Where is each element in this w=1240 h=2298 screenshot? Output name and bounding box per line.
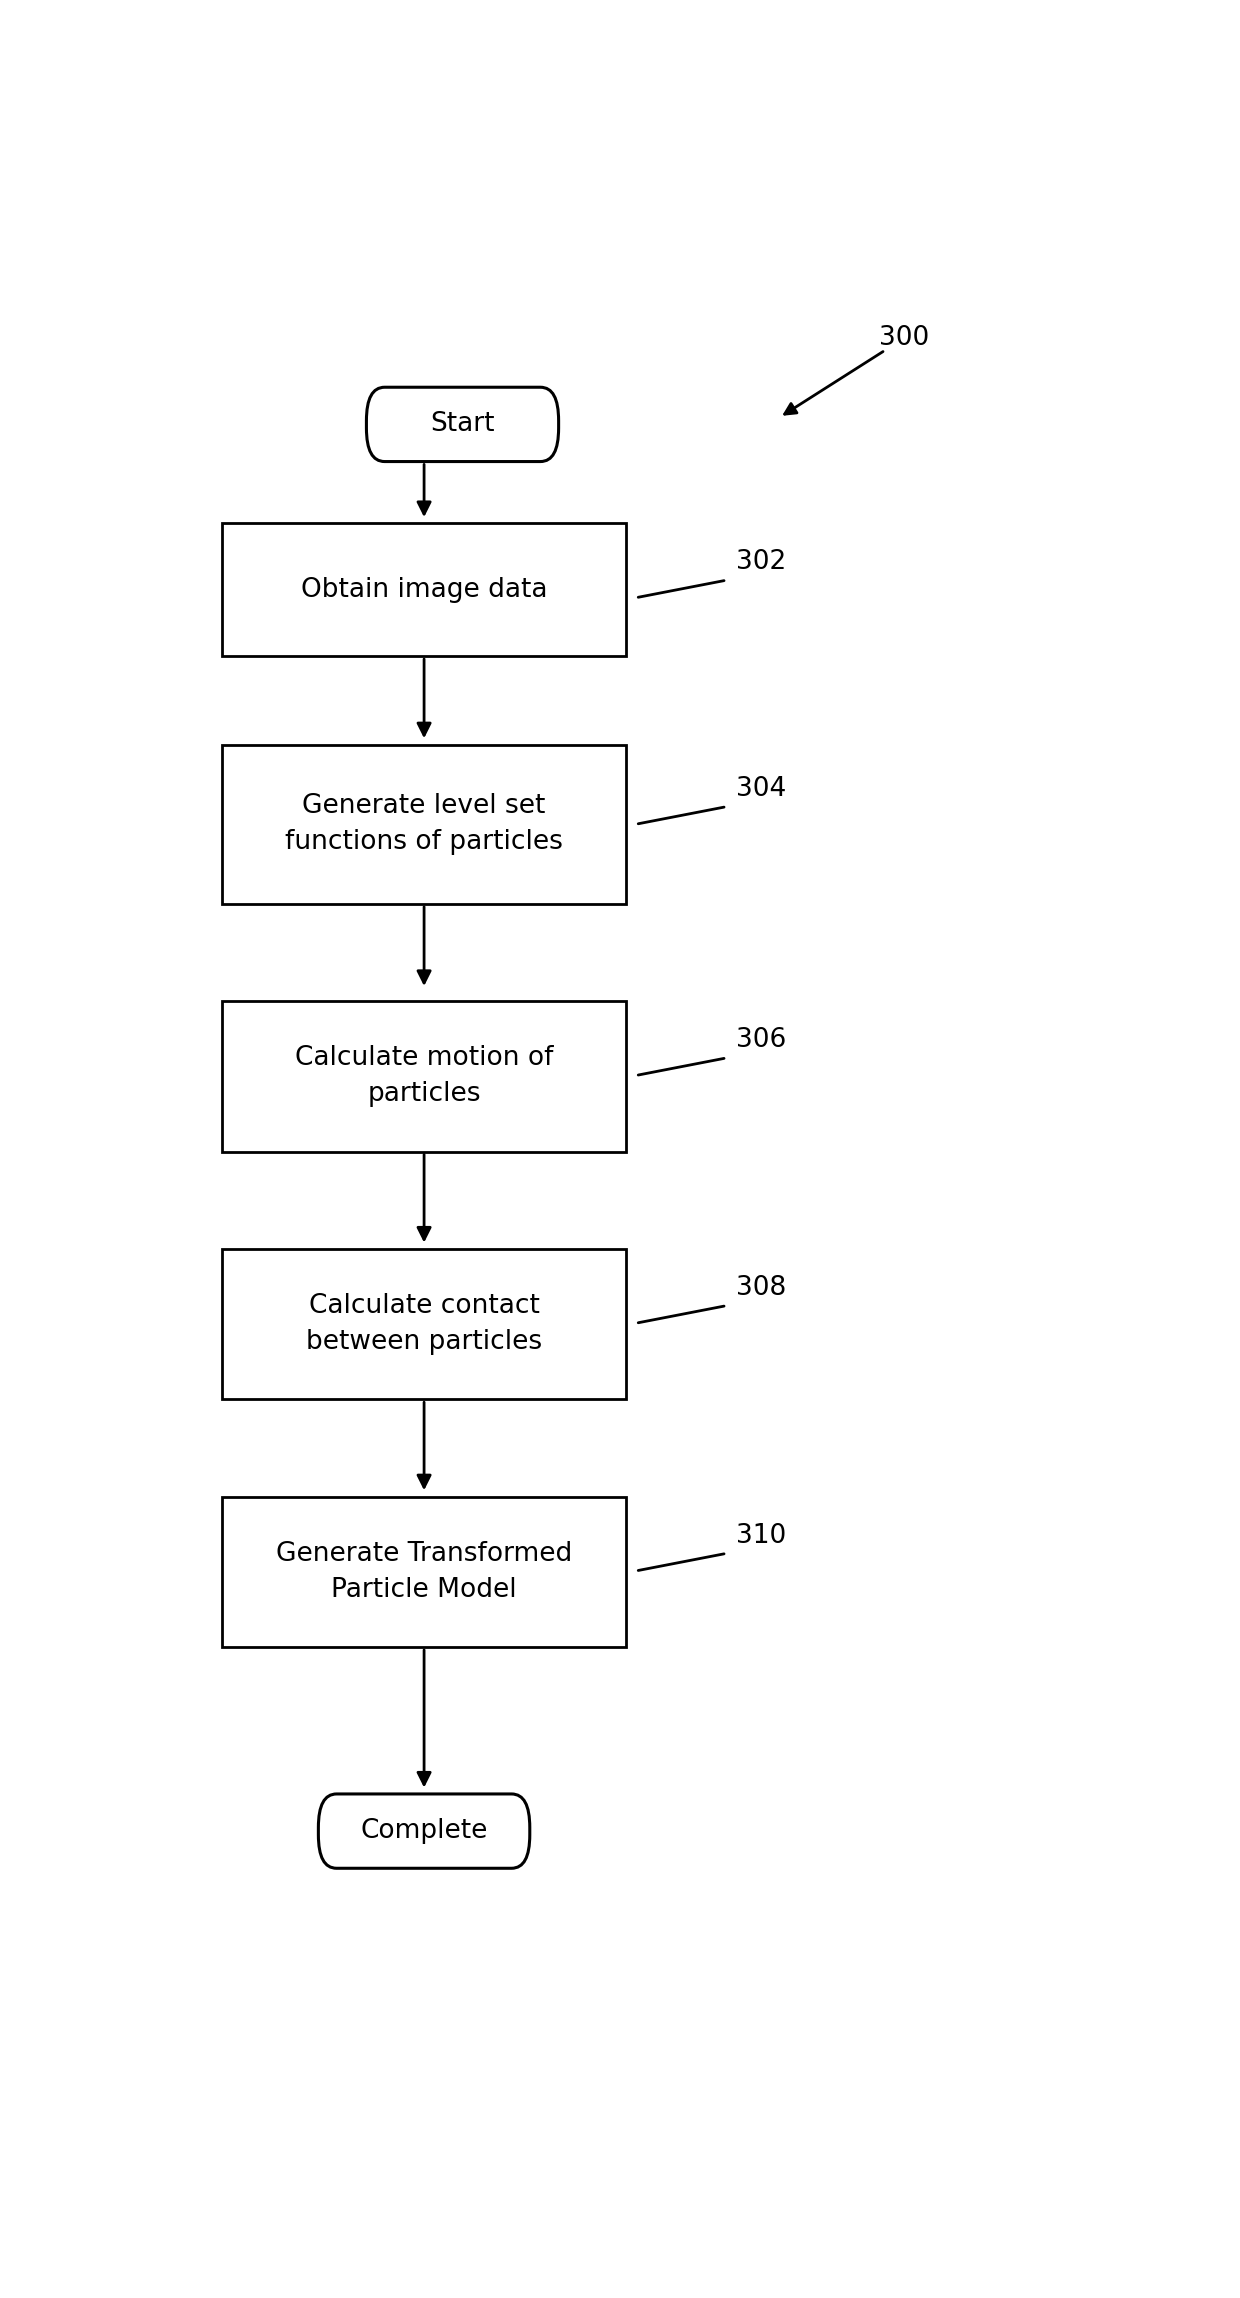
Text: 308: 308 xyxy=(737,1275,786,1301)
Text: Calculate contact
between particles: Calculate contact between particles xyxy=(306,1294,542,1356)
Bar xyxy=(222,745,626,903)
Bar xyxy=(222,1496,626,1648)
Bar xyxy=(222,1250,626,1399)
Text: Generate Transformed
Particle Model: Generate Transformed Particle Model xyxy=(277,1542,572,1604)
FancyBboxPatch shape xyxy=(319,1795,529,1868)
Text: Calculate motion of
particles: Calculate motion of particles xyxy=(295,1046,553,1108)
Text: 310: 310 xyxy=(737,1524,786,1549)
Text: 300: 300 xyxy=(879,324,930,352)
Bar xyxy=(222,1002,626,1151)
Text: Obtain image data: Obtain image data xyxy=(301,577,547,602)
Text: 302: 302 xyxy=(737,549,786,574)
Bar xyxy=(222,524,626,657)
Text: Complete: Complete xyxy=(361,1818,487,1843)
Text: Generate level set
functions of particles: Generate level set functions of particle… xyxy=(285,793,563,855)
FancyBboxPatch shape xyxy=(367,388,559,462)
Text: Start: Start xyxy=(430,411,495,437)
Text: 304: 304 xyxy=(737,777,786,802)
Text: 306: 306 xyxy=(737,1027,786,1052)
